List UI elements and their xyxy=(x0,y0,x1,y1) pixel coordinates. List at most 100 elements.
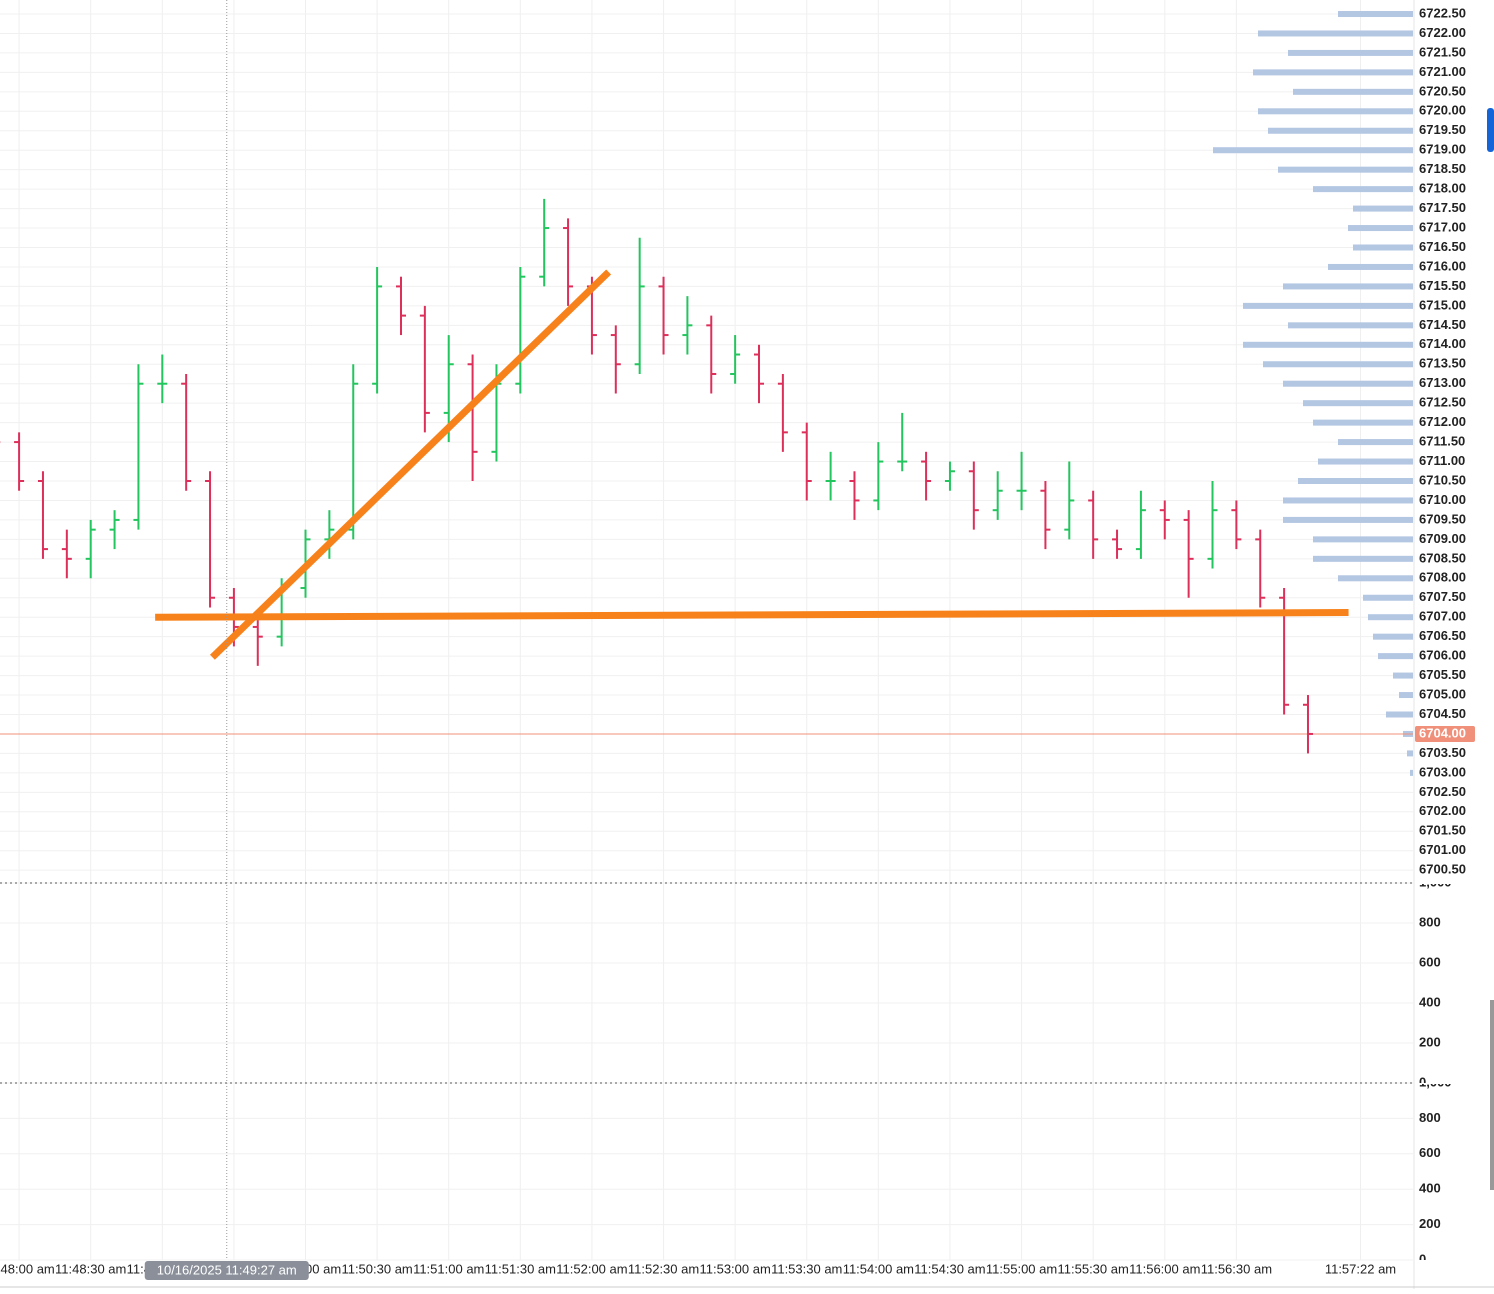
volume-profile-bar xyxy=(1313,556,1413,562)
y-tick-label: 6721.00 xyxy=(1419,64,1466,79)
y-tick-label: 400 xyxy=(1419,994,1441,1009)
x-tick-label: 11:56:30 am xyxy=(1201,1261,1272,1276)
volume-profile-bar xyxy=(1353,206,1413,212)
y-tick-label: 600 xyxy=(1419,954,1441,969)
y-tick-label: 6714.00 xyxy=(1419,336,1466,351)
volume-profile-bar xyxy=(1363,595,1413,601)
x-tick-label: 11:54:30 am xyxy=(914,1261,985,1276)
volume-profile-bar xyxy=(1283,517,1413,523)
y-tick-label: 6701.50 xyxy=(1419,823,1466,838)
volume-profile-bar xyxy=(1313,186,1413,192)
volume-profile-bar xyxy=(1298,478,1413,484)
x-tick-label: 11:50:30 am xyxy=(341,1261,412,1276)
y-tick-label: 6703.00 xyxy=(1419,764,1466,779)
y-tick-label: 6703.50 xyxy=(1419,745,1466,760)
y-tick-label: 6714.50 xyxy=(1419,317,1466,332)
y-tick-label: 6717.00 xyxy=(1419,219,1466,234)
y-tick-label: 600 xyxy=(1419,1145,1441,1160)
y-tick-label: 6701.00 xyxy=(1419,842,1466,857)
x-tick-label: 11:54:00 am xyxy=(843,1261,914,1276)
y-tick-label: 6710.50 xyxy=(1419,472,1466,487)
current-time-label: 11:57:22 am xyxy=(1325,1261,1396,1276)
y-tick-label: 800 xyxy=(1419,1110,1441,1125)
y-tick-label: 6715.00 xyxy=(1419,297,1466,312)
x-tick-label: 11:55:00 am xyxy=(986,1261,1057,1276)
x-tick-label: 11:51:30 am xyxy=(485,1261,556,1276)
y-tick-label: 6711.00 xyxy=(1419,453,1465,468)
y-tick-label: 6718.50 xyxy=(1419,161,1466,176)
volume-profile-bar xyxy=(1263,361,1413,367)
volume-profile-bar xyxy=(1258,30,1413,36)
y-tick-label: 6722.50 xyxy=(1419,5,1466,20)
volume-profile-bar xyxy=(1407,750,1413,756)
y-tick-label: 6707.00 xyxy=(1419,609,1466,624)
y-tick-label: 400 xyxy=(1419,1181,1441,1196)
volume-profile-bar xyxy=(1278,167,1413,173)
x-tick-label: 11:48:00 am xyxy=(0,1261,55,1276)
volume-profile-bar xyxy=(1338,439,1413,445)
y-tick-label: 6713.50 xyxy=(1419,356,1466,371)
volume-profile-bar xyxy=(1268,128,1413,134)
y-tick-label: 6707.50 xyxy=(1419,589,1466,604)
x-tick-label: 11:53:30 am xyxy=(771,1261,842,1276)
volume-profile-bar xyxy=(1373,634,1413,640)
volume-profile-bar xyxy=(1243,342,1413,348)
x-tick-label: 11:53:00 am xyxy=(699,1261,770,1276)
volume-profile-bar xyxy=(1378,653,1413,659)
y-tick-label: 6720.00 xyxy=(1419,103,1466,118)
y-tick-label: 6713.00 xyxy=(1419,375,1466,390)
y-tick-label: 6702.00 xyxy=(1419,803,1466,818)
y-tick-label: 6708.00 xyxy=(1419,570,1466,585)
crosshair-label: 10/16/2025 11:49:27 am xyxy=(157,1262,297,1277)
y-tick-label: 6706.50 xyxy=(1419,628,1466,643)
y-tick-label: 6719.00 xyxy=(1419,142,1466,157)
volume-profile-bar xyxy=(1288,50,1413,56)
volume-profile-bar xyxy=(1353,245,1413,251)
y-tick-label: 6716.50 xyxy=(1419,239,1466,254)
volume-profile-bar xyxy=(1393,673,1413,679)
y-tick-label: 6706.00 xyxy=(1419,648,1466,663)
y-tick-label: 6722.00 xyxy=(1419,25,1466,40)
y-tick-label: 6715.50 xyxy=(1419,278,1466,293)
volume-profile-bar xyxy=(1386,711,1413,717)
y-tick-label: 6719.50 xyxy=(1419,122,1466,137)
volume-profile-bar xyxy=(1243,303,1413,309)
volume-profile-bar xyxy=(1258,108,1413,114)
y-tick-label: 6702.50 xyxy=(1419,784,1466,799)
trend-line xyxy=(155,613,1348,618)
y-tick-label: 6712.00 xyxy=(1419,414,1466,429)
side-tab[interactable] xyxy=(1487,108,1494,152)
y-tick-label: 6705.50 xyxy=(1419,667,1466,682)
y-tick-label: 6709.00 xyxy=(1419,531,1466,546)
x-tick-label: 11:48:30 am xyxy=(55,1261,126,1276)
y-tick-label: 6700.50 xyxy=(1419,862,1466,877)
volume-profile-bar xyxy=(1338,575,1413,581)
volume-profile-bar xyxy=(1410,770,1413,776)
volume-profile-bar xyxy=(1338,11,1413,17)
volume-profile-bar xyxy=(1253,69,1413,75)
volume-profile-bar xyxy=(1293,89,1413,95)
y-tick-label: 800 xyxy=(1419,914,1441,929)
y-tick-label: 200 xyxy=(1419,1034,1441,1049)
y-tick-label: 6717.50 xyxy=(1419,200,1466,215)
volume-profile-bar xyxy=(1303,400,1413,406)
volume-profile-bar xyxy=(1313,420,1413,426)
y-tick-label: 6712.50 xyxy=(1419,395,1466,410)
y-tick-label: 6710.00 xyxy=(1419,492,1466,507)
y-tick-label: 6720.50 xyxy=(1419,83,1466,98)
volume-profile-bar xyxy=(1348,225,1413,231)
volume-profile-bar xyxy=(1283,381,1413,387)
volume-profile-bar xyxy=(1399,692,1413,698)
volume-profile-bar xyxy=(1283,283,1413,289)
volume-profile-bar xyxy=(1288,322,1413,328)
y-tick-label: 6705.00 xyxy=(1419,686,1466,701)
volume-profile-bar xyxy=(1313,536,1413,542)
y-tick-label: 6709.50 xyxy=(1419,511,1466,526)
y-tick-label: 6711.50 xyxy=(1419,434,1465,449)
y-tick-label: 6721.50 xyxy=(1419,44,1466,59)
volume-profile-bar xyxy=(1283,497,1413,503)
volume-profile-bar xyxy=(1318,459,1413,465)
x-tick-label: 11:52:00 am xyxy=(556,1261,627,1276)
scroll-handle[interactable] xyxy=(1490,1000,1494,1190)
